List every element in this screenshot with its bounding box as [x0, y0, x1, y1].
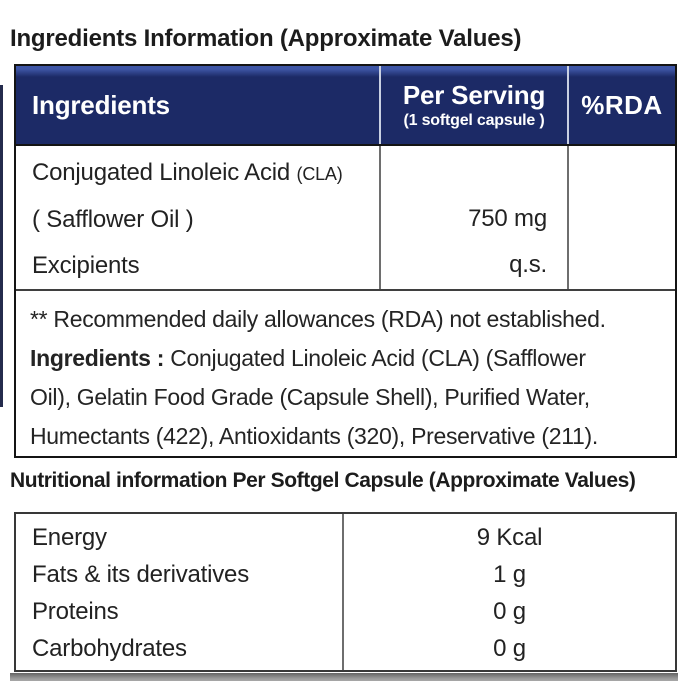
nutrition-row-label: Proteins [32, 598, 119, 625]
nutrition-values-column: 9 Kcal 1 g 0 g 0 g [342, 514, 675, 670]
nutrition-row-label: Carbohydrates [32, 635, 187, 662]
nutrition-labels-column: Energy Fats & its derivatives Proteins C… [16, 514, 342, 670]
nutrition-row-label: Energy [32, 524, 107, 551]
nutrition-table: Energy Fats & its derivatives Proteins C… [14, 512, 677, 672]
footnote-line3: Oil), Gelatin Food Grade (Capsule Shell)… [30, 384, 590, 410]
header-cell-rda: %RDA [567, 66, 675, 144]
footnote-line1: ** Recommended daily allowances (RDA) no… [30, 306, 606, 332]
header-ingredients-label: Ingredients [32, 90, 170, 120]
per-serving-value-amount: 750 mg [468, 205, 547, 232]
per-serving-value-qs: q.s. [509, 251, 547, 278]
bottom-edge-strip [10, 673, 678, 681]
ingredient-name-line1: Conjugated Linoleic Acid (CLA) [32, 150, 379, 197]
nutrition-row-value: 9 Kcal [476, 524, 543, 551]
per-serving-value-cell: 750 mg q.s. [379, 146, 567, 289]
ingredients-table-row: Conjugated Linoleic Acid (CLA) ( Safflow… [16, 146, 675, 289]
ingredient-name-line2: ( Safflower Oil ) [32, 206, 194, 233]
rda-value-cell [567, 146, 675, 289]
nutrition-row-value: 1 g [493, 561, 526, 588]
left-edge-sliver [0, 85, 3, 407]
footnote-line2: Ingredients : Conjugated Linoleic Acid (… [30, 339, 661, 378]
ingredients-footnote: ** Recommended daily allowances (RDA) no… [16, 289, 675, 456]
header-per-serving-label: Per Serving [402, 79, 546, 110]
header-cell-ingredients: Ingredients [16, 66, 379, 144]
header-cell-per-serving: Per Serving (1 softgel capsule ) [379, 66, 567, 144]
nutrition-row-label: Fats & its derivatives [32, 561, 250, 588]
ingredient-name-abbرev: (CLA) [296, 164, 343, 184]
ingredient-name-cell: Conjugated Linoleic Acid (CLA) ( Safflow… [16, 146, 379, 289]
footnote-ingredients-label: Ingredients : [30, 345, 165, 371]
ingredients-section-title: Ingredients Information (Approximate Val… [10, 25, 522, 52]
footnote-line4: Humectants (422), Antioxidants (320), Pr… [30, 423, 598, 449]
header-rda-label: %RDA [581, 89, 663, 120]
per-serving-spacer [381, 150, 547, 196]
nutrition-row-value: 0 g [493, 635, 526, 662]
header-per-serving-sublabel: (1 softgel capsule ) [403, 111, 545, 129]
ingredients-table: Ingredients Per Serving (1 softgel capsu… [14, 64, 677, 458]
ingredient-name-line3: Excipients [32, 252, 140, 279]
nutrition-row-value: 0 g [493, 598, 526, 625]
footnote-line2-rest: Conjugated Linoleic Acid (CLA) (Safflowe… [164, 345, 586, 371]
ingredients-table-header: Ingredients Per Serving (1 softgel capsu… [16, 66, 675, 146]
nutrition-section-title: Nutritional information Per Softgel Caps… [10, 469, 636, 492]
ingredient-name-main: Conjugated Linoleic Acid [32, 159, 297, 186]
